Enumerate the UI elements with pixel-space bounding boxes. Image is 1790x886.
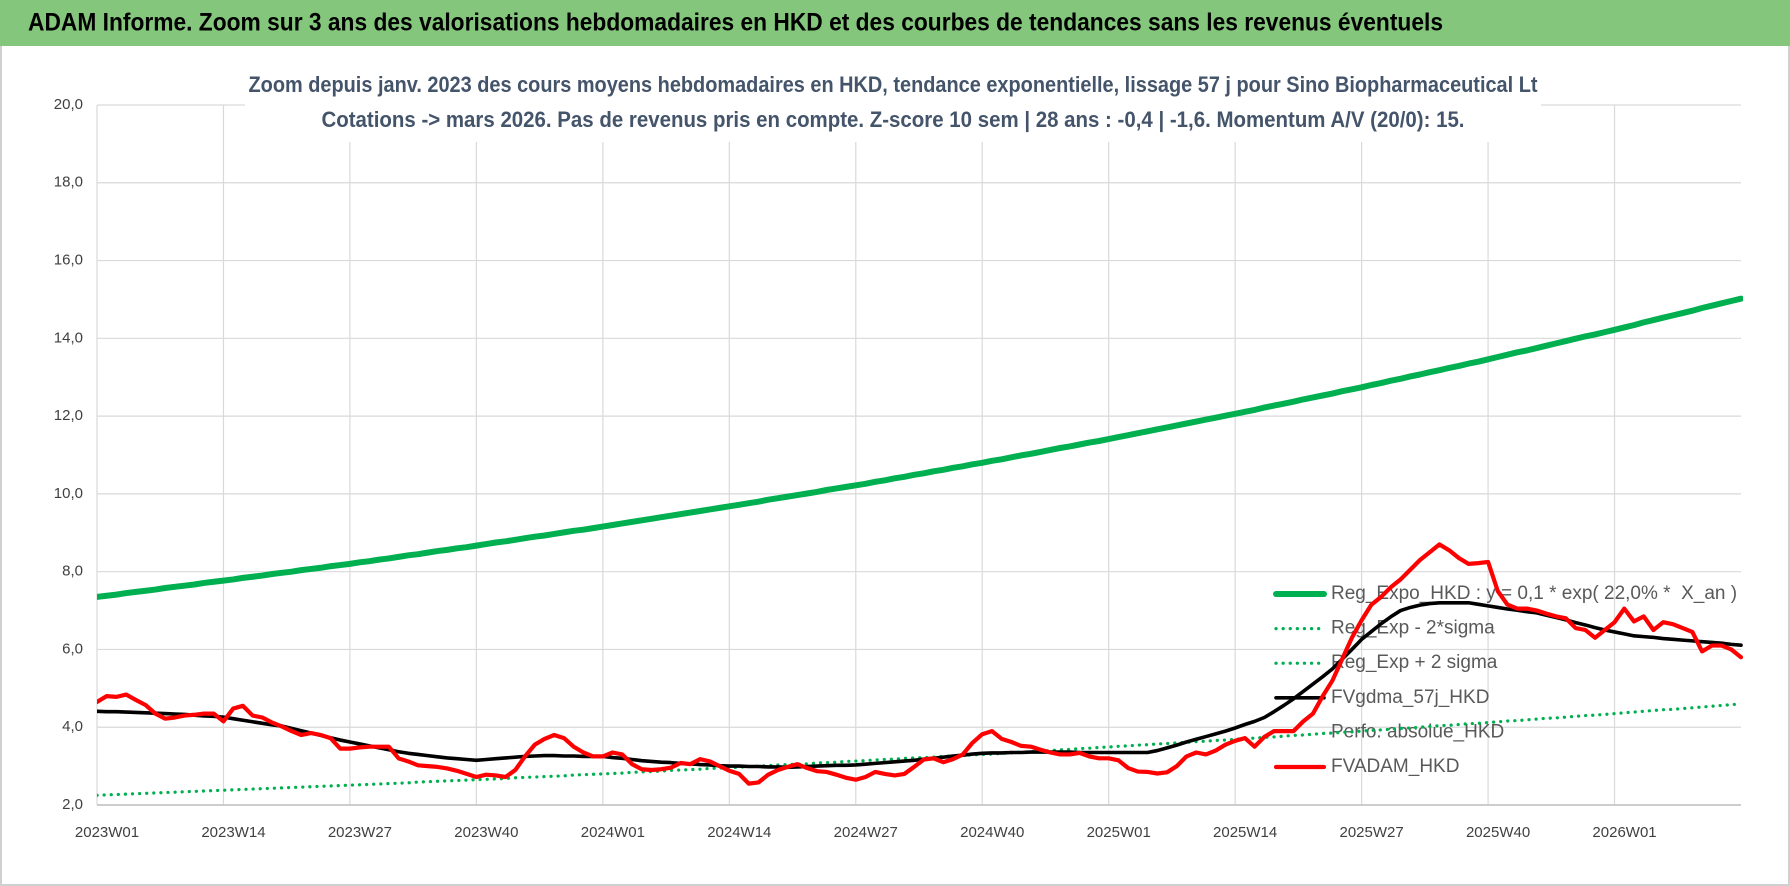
title-background xyxy=(245,68,1541,142)
x-tick-label: 2023W40 xyxy=(454,824,518,841)
x-tick-label: 2025W01 xyxy=(1087,824,1151,841)
x-tick-label: 2026W01 xyxy=(1592,824,1656,841)
x-tick-label: 2025W40 xyxy=(1466,824,1530,841)
chart-subtitle: Cotations -> mars 2026. Pas de revenus p… xyxy=(322,107,1465,132)
legend-label: Perfo. absolue_HKD xyxy=(1331,721,1504,742)
y-tick-label: 8,0 xyxy=(62,563,83,580)
y-tick-label: 20,0 xyxy=(54,96,83,113)
legend-label: FVADAM_HKD xyxy=(1331,756,1459,777)
x-tick-label: 2023W27 xyxy=(328,824,392,841)
legend-label: Reg_Exp + 2 sigma xyxy=(1331,652,1498,673)
x-tick-label: 2024W14 xyxy=(707,824,771,841)
y-tick-label: 6,0 xyxy=(62,640,83,657)
series-line xyxy=(97,542,1743,786)
legend-label: Reg_Expo_HKD : y = 0,1 * exp( 22,0% * X_… xyxy=(1331,583,1737,604)
x-tick-label: 2024W40 xyxy=(960,824,1024,841)
y-tick-label: 4,0 xyxy=(62,718,83,735)
x-tick-label: 2025W27 xyxy=(1340,824,1404,841)
y-tick-label: 2,0 xyxy=(62,796,83,813)
grid: 2,0 4,0 6,0 8,0 10,0 12,0 14,0 16,0 18,0 20,0 2023… xyxy=(54,96,1741,841)
y-tick-label: 10,0 xyxy=(54,485,83,502)
y-tick-label: 18,0 xyxy=(54,174,83,191)
series-line xyxy=(97,702,1743,797)
x-tick-label: 2025W14 xyxy=(1213,824,1277,841)
legend-label: Reg_Exp - 2*sigma xyxy=(1331,618,1495,639)
y-tick-label: 14,0 xyxy=(54,329,83,346)
legend: Reg_Expo_HKD : y = 0,1 * exp( 22,0% * X_… xyxy=(1273,583,1737,777)
header-band xyxy=(0,0,1790,46)
x-tick-label: 2024W27 xyxy=(834,824,898,841)
series-line xyxy=(97,295,1743,600)
legend-label: FVgdma_57j_HKD xyxy=(1331,687,1489,708)
y-tick-label: 16,0 xyxy=(54,252,83,269)
x-tick-label: 2023W14 xyxy=(201,824,265,841)
x-tick-label: 2023W01 xyxy=(75,824,139,841)
y-tick-label: 12,0 xyxy=(54,407,83,424)
x-tick-label: 2024W01 xyxy=(581,824,645,841)
chart-title: Zoom depuis janv. 2023 des cours moyens … xyxy=(249,72,1539,97)
page-title: ADAM Informe. Zoom sur 3 ans des valoris… xyxy=(28,9,1443,37)
plot-area xyxy=(97,295,1743,797)
